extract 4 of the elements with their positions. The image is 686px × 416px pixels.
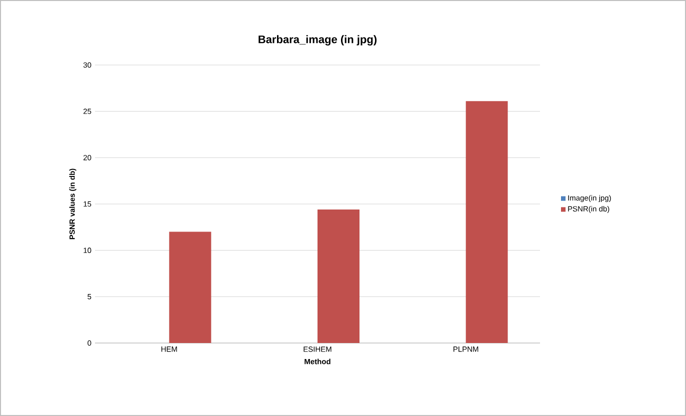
chart-title: Barbara_image (in jpg) bbox=[258, 35, 377, 46]
bar bbox=[466, 101, 508, 343]
bar bbox=[318, 210, 360, 343]
bar bbox=[169, 232, 212, 343]
